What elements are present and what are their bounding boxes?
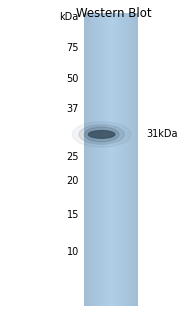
Text: 25: 25 [66,152,79,162]
Text: 15: 15 [66,210,79,220]
Text: 20: 20 [66,176,79,186]
Ellipse shape [84,127,119,142]
Text: kDa: kDa [60,12,79,22]
Text: 75: 75 [66,43,79,53]
Ellipse shape [79,125,124,144]
Text: 37: 37 [66,104,79,114]
Text: Western Blot: Western Blot [76,7,152,20]
Text: 10: 10 [67,248,79,257]
Ellipse shape [88,130,115,138]
Text: 50: 50 [66,74,79,84]
Text: 31kDa: 31kDa [146,129,178,139]
Ellipse shape [72,122,131,147]
